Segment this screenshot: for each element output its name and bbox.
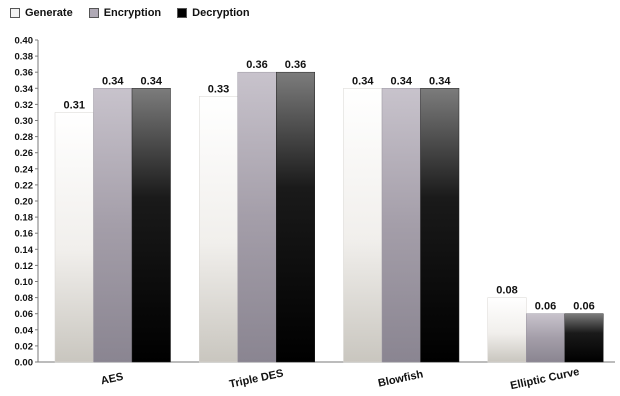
bar: [199, 96, 238, 363]
y-tick-label: 0.36: [15, 68, 34, 79]
y-tick-label: 0.22: [15, 180, 34, 191]
legend-swatch-generate: [10, 8, 20, 18]
data-label: 0.31: [64, 99, 85, 111]
bar: [54, 112, 94, 363]
y-tick-label: 0.20: [15, 197, 34, 208]
y-tick-label: 0.08: [15, 293, 34, 304]
bar: [131, 88, 171, 363]
y-tick-label: 0.02: [15, 341, 34, 352]
legend-label-decryption: Decryption: [192, 7, 250, 19]
x-category-label: Elliptic Curve: [509, 366, 580, 392]
data-label: 0.34: [102, 75, 124, 87]
data-label: 0.36: [285, 59, 306, 71]
data-label: 0.06: [535, 301, 556, 313]
y-tick-label: 0.16: [15, 229, 34, 240]
data-label: 0.33: [208, 83, 229, 95]
data-label: 0.08: [496, 285, 517, 297]
y-tick-label: 0.24: [15, 164, 34, 175]
bar: [93, 88, 133, 363]
legend-item-generate: Generate: [10, 7, 73, 19]
y-tick-label: 0.28: [15, 132, 34, 143]
y-tick-label: 0.04: [15, 325, 34, 336]
x-category-label: Triple DES: [228, 367, 284, 390]
legend: Generate Encryption Decryption: [10, 7, 250, 19]
y-tick-label: 0.26: [15, 148, 34, 159]
y-tick-label: 0.06: [15, 309, 34, 320]
bar: [564, 313, 604, 363]
y-tick-label: 0.40: [15, 36, 34, 47]
bar: [420, 88, 460, 363]
legend-item-decryption: Decryption: [177, 7, 250, 19]
data-label: 0.34: [352, 75, 374, 87]
bar: [343, 88, 383, 363]
data-label: 0.36: [246, 59, 267, 71]
y-tick-label: 0.38: [15, 52, 34, 63]
x-category-label: AES: [100, 371, 125, 387]
y-tick-label: 0.32: [15, 100, 34, 111]
y-tick-label: 0.14: [15, 245, 34, 256]
bar: [276, 71, 315, 363]
bar: [487, 297, 527, 363]
bar: [381, 88, 421, 363]
bar: [526, 313, 565, 363]
data-label: 0.34: [429, 75, 451, 87]
y-tick-label: 0.12: [15, 261, 34, 272]
y-tick-label: 0.30: [15, 116, 34, 127]
legend-label-generate: Generate: [25, 7, 73, 19]
legend-label-encryption: Encryption: [103, 7, 162, 19]
legend-swatch-encryption: [88, 8, 99, 18]
y-tick-label: 0.34: [15, 84, 34, 95]
x-category-label: Blowfish: [377, 368, 425, 389]
data-label: 0.06: [573, 301, 594, 313]
data-label: 0.34: [141, 75, 163, 87]
legend-item-encryption: Encryption: [88, 7, 162, 19]
y-tick-label: 0.18: [15, 213, 34, 224]
y-tick-label: 0.10: [15, 277, 34, 288]
legend-swatch-decryption: [177, 8, 188, 18]
y-tick-label: 0.00: [15, 358, 34, 369]
data-label: 0.34: [391, 75, 413, 87]
bar: [237, 71, 277, 363]
